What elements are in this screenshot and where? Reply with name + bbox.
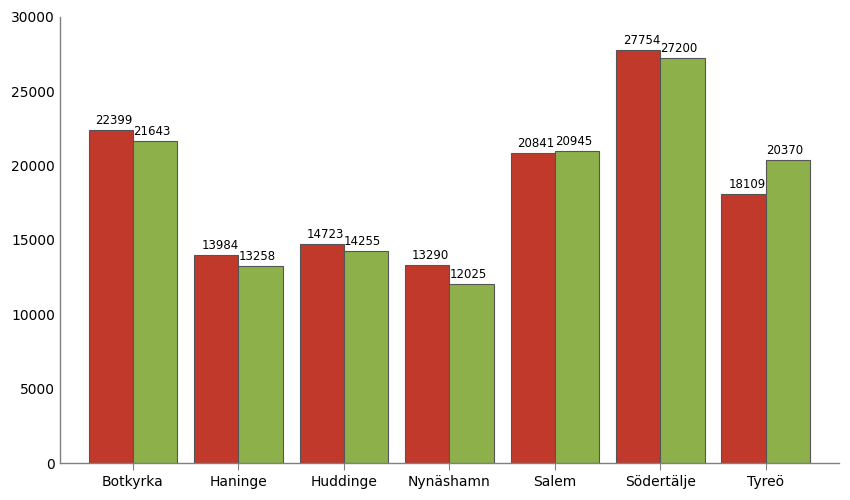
- Bar: [766, 160, 810, 463]
- Text: 13258: 13258: [239, 250, 275, 263]
- Text: 13984: 13984: [201, 239, 239, 252]
- Bar: [511, 153, 555, 463]
- Bar: [194, 255, 239, 463]
- Bar: [299, 244, 344, 463]
- Bar: [88, 130, 133, 463]
- Text: 12025: 12025: [450, 268, 486, 281]
- Bar: [239, 266, 283, 463]
- Bar: [660, 58, 705, 463]
- Text: 20370: 20370: [766, 144, 803, 157]
- Text: 27754: 27754: [623, 34, 660, 47]
- Bar: [344, 251, 388, 463]
- Bar: [133, 141, 178, 463]
- Text: 13290: 13290: [412, 250, 450, 262]
- Bar: [722, 194, 766, 463]
- Bar: [555, 152, 599, 463]
- Bar: [616, 50, 660, 463]
- Text: 14255: 14255: [344, 235, 381, 248]
- Bar: [405, 266, 450, 463]
- Bar: [450, 284, 494, 463]
- Text: 18109: 18109: [728, 178, 766, 190]
- Text: 20841: 20841: [518, 137, 555, 150]
- Text: 21643: 21643: [133, 125, 170, 138]
- Text: 27200: 27200: [660, 42, 698, 56]
- Text: 22399: 22399: [95, 114, 133, 127]
- Text: 14723: 14723: [307, 228, 344, 241]
- Text: 20945: 20945: [555, 136, 592, 148]
